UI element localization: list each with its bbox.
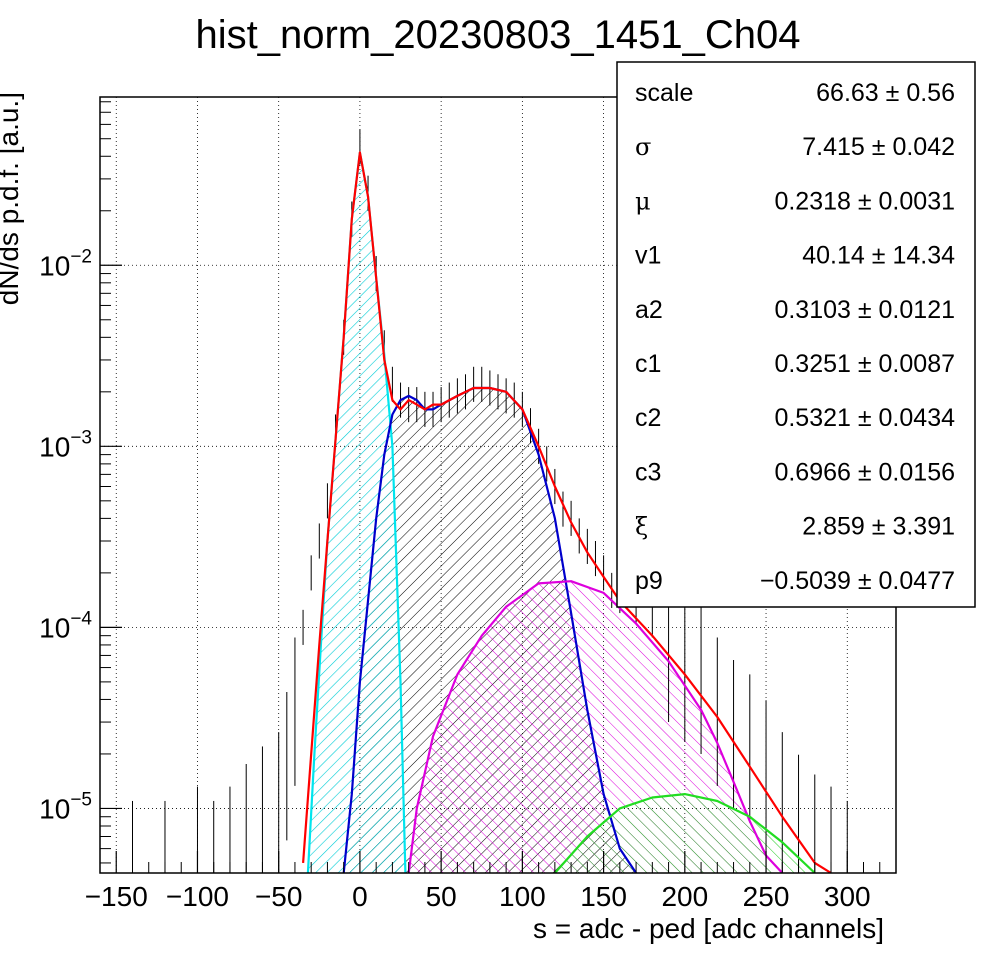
stats-error: 3.391 <box>892 513 955 541</box>
stats-value: 0.2318 <box>774 187 850 215</box>
plus-minus-symbol: ± <box>851 458 879 486</box>
stats-error: 0.0477 <box>879 567 955 595</box>
stats-value: 0.6966 <box>774 458 850 486</box>
stats-error: 0.0121 <box>879 296 955 324</box>
x-axis-title: s = adc - ped [adc channels] <box>533 913 884 944</box>
x-tick-label: 250 <box>743 881 790 912</box>
y-tick-label: 10−3 <box>39 427 92 462</box>
plus-minus-symbol: ± <box>865 513 893 541</box>
stats-param-name: μ <box>635 187 651 215</box>
stats-value: 7.415 <box>802 133 865 161</box>
y-tick-base: 10 <box>39 250 70 281</box>
stats-param-value: 0.2318 ± 0.0031 <box>774 187 955 215</box>
fill-pedestal <box>307 152 406 873</box>
plus-minus-symbol: ± <box>851 567 879 595</box>
y-tick-base: 10 <box>39 793 70 824</box>
x-tick-label: −100 <box>166 881 229 912</box>
stats-param-name: v1 <box>635 242 661 270</box>
stats-param-value: 0.3103 ± 0.0121 <box>774 296 955 324</box>
x-tick-label: 100 <box>499 881 546 912</box>
stats-param-name: σ <box>635 133 651 161</box>
plus-minus-symbol: ± <box>851 404 879 432</box>
stats-value: −0.5039 <box>760 567 851 595</box>
stats-error: 0.0156 <box>879 458 955 486</box>
y-tick-exponent: −5 <box>70 789 92 810</box>
plus-minus-symbol: ± <box>851 187 879 215</box>
stats-error: 0.56 <box>906 79 955 107</box>
stats-error: 0.0031 <box>879 187 955 215</box>
axis-ticks <box>100 101 897 873</box>
x-tick-label: −50 <box>255 881 303 912</box>
y-tick-exponent: −3 <box>70 427 92 448</box>
y-tick-exponent: −2 <box>70 246 92 267</box>
stats-value: 2.859 <box>802 513 865 541</box>
plus-minus-symbol: ± <box>851 350 879 378</box>
stats-param-name: scale <box>635 79 693 107</box>
stats-param-value: −0.5039 ± 0.0477 <box>760 567 955 595</box>
plus-minus-symbol: ± <box>879 79 907 107</box>
x-tick-label: 0 <box>352 881 368 912</box>
stats-param-value: 0.3251 ± 0.0087 <box>774 350 955 378</box>
plus-minus-symbol: ± <box>865 133 893 161</box>
y-tick-exponent: −4 <box>70 608 92 629</box>
x-tick-label: 50 <box>426 881 457 912</box>
stats-error: 0.042 <box>892 133 955 161</box>
fit-curves <box>302 151 832 873</box>
fit-stats-box: scale 66.63 ± 0.56 σ 7.415 ± 0.042 μ 0.2318 ±… <box>616 61 976 608</box>
stats-param-value: 0.6966 ± 0.0156 <box>774 458 955 486</box>
stats-error: 0.0434 <box>879 404 956 432</box>
stats-error: 14.34 <box>892 242 955 270</box>
stats-value: 0.3251 <box>774 350 850 378</box>
stats-box-frame <box>616 61 976 608</box>
y-tick-label: 10−2 <box>39 246 92 281</box>
plus-minus-symbol: ± <box>865 242 893 270</box>
x-tick-label: 200 <box>661 881 708 912</box>
x-tick-label: 300 <box>824 881 871 912</box>
stats-param-name: ξ <box>635 513 648 541</box>
stats-param-value: 2.859 ± 3.391 <box>802 513 955 541</box>
stats-error: 0.0087 <box>879 350 955 378</box>
y-tick-base: 10 <box>39 612 70 643</box>
stats-param-value: 0.5321 ± 0.0434 <box>774 404 955 432</box>
stats-param-name: p9 <box>635 567 663 595</box>
stats-param-name: c3 <box>635 458 661 486</box>
stats-param-value: 66.63 ± 0.56 <box>816 79 955 107</box>
stats-param-name: c1 <box>635 350 661 378</box>
plus-minus-symbol: ± <box>851 296 879 324</box>
y-tick-label: 10−4 <box>39 608 92 643</box>
stats-param-value: 40.14 ± 14.34 <box>802 242 955 270</box>
y-axis-title: dN/ds p.d.f. [a.u.] <box>0 92 24 305</box>
curve-total-fit <box>302 151 832 873</box>
y-tick-label: 10−5 <box>39 789 92 824</box>
fill-3-pe <box>554 794 815 873</box>
stats-value: 0.5321 <box>774 404 850 432</box>
stats-param-name: a2 <box>635 296 663 324</box>
y-tick-base: 10 <box>39 431 70 462</box>
x-tick-labels: −150 −100 −50 0 50 100 150 200 250 300 <box>85 881 871 912</box>
stats-value: 0.3103 <box>774 296 850 324</box>
x-tick-label: 150 <box>580 881 627 912</box>
chart-title: hist_norm_20230803_1451_Ch04 <box>196 13 801 57</box>
x-tick-label: −150 <box>85 881 148 912</box>
stats-param-name: c2 <box>635 404 661 432</box>
stats-value: 40.14 <box>802 242 865 270</box>
curve-3-pe <box>554 792 816 873</box>
curve-2-pe <box>407 580 784 873</box>
stats-value: 66.63 <box>816 79 879 107</box>
y-tick-labels: 10−510−410−310−2 <box>39 246 92 824</box>
stats-param-value: 7.415 ± 0.042 <box>802 133 955 161</box>
